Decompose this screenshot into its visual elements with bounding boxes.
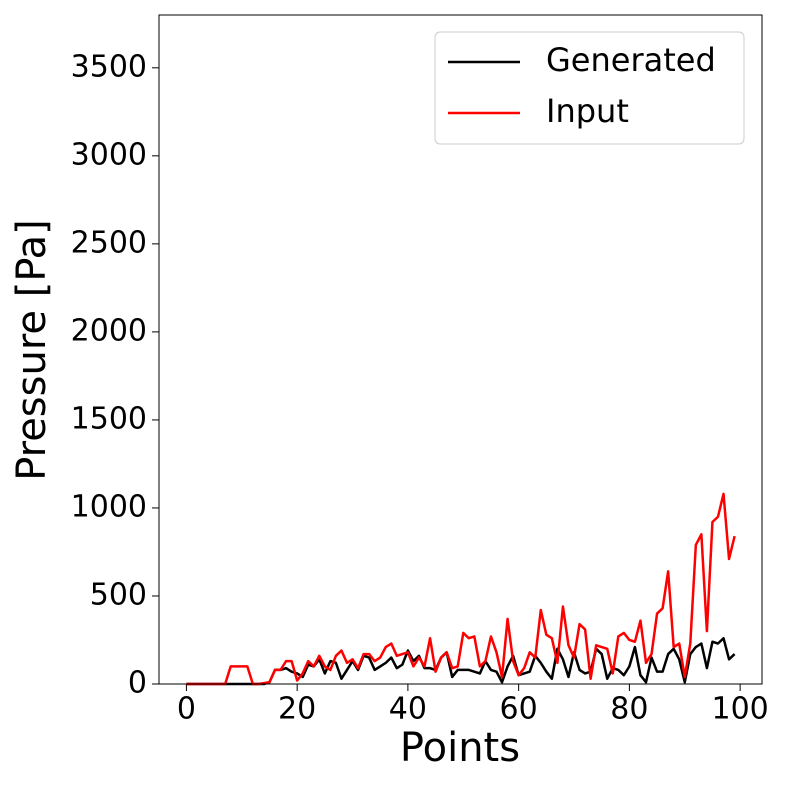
x-tick-label: 80: [610, 692, 648, 727]
plot-frame: [158, 14, 763, 685]
y-tick-label: 3000: [71, 137, 147, 172]
legend-box: [434, 31, 745, 145]
y-axis-label: Pressure [Pa]: [9, 219, 55, 481]
x-tick-label: 0: [177, 692, 196, 727]
y-tick-label: 2500: [71, 225, 147, 260]
x-tick-label: 20: [278, 692, 316, 727]
y-tick-label: 0: [128, 666, 147, 701]
x-tick-label: 100: [711, 692, 768, 727]
x-axis-label: Points: [400, 725, 520, 771]
y-tick-label: 500: [90, 577, 147, 612]
legend-label: Input: [546, 92, 629, 130]
y-tick-label: 2000: [71, 313, 147, 348]
y-tick-label: 3500: [71, 49, 147, 84]
y-tick-label: 1500: [71, 401, 147, 436]
legend-label: Generated: [546, 41, 716, 79]
x-tick-label: 60: [500, 692, 538, 727]
x-tick-label: 40: [389, 692, 427, 727]
data-line: [186, 492, 736, 686]
y-tick-label: 1000: [71, 489, 147, 524]
